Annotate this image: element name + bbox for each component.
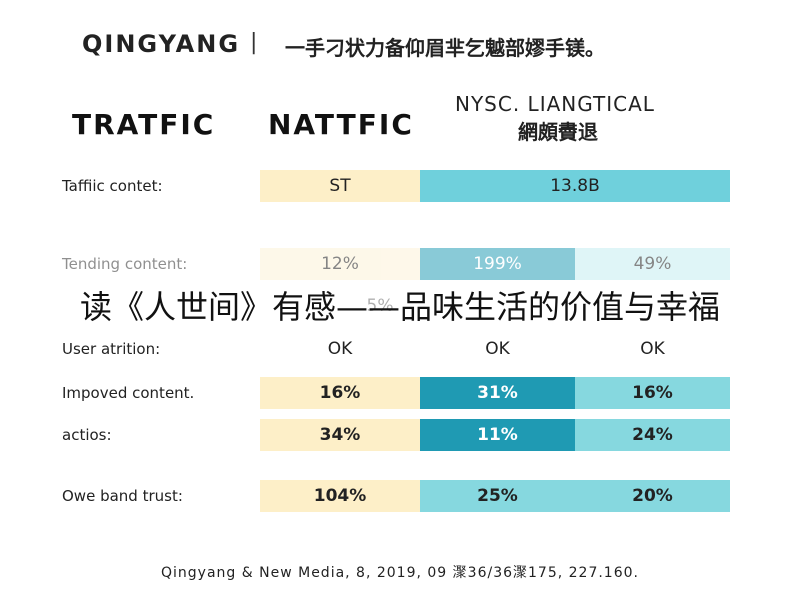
cell: ST [260,170,420,202]
column-subtitle: 網頗賮退 [518,120,598,144]
cell: 49% [575,248,730,280]
cell: 16% [260,377,420,409]
cell: 199% [420,248,575,280]
column-header: NATTFIC [268,108,414,141]
cell: 5% [366,296,394,316]
cell: 13.8B [420,170,730,202]
row-label: Tending content: [62,255,188,273]
cell: 104% [260,480,420,512]
cell: 25% [420,480,575,512]
row-label: actios: [62,426,112,444]
column-header: NYSC. LIANGTICAL [455,92,655,116]
cell: 31% [420,377,575,409]
cell: OK [640,339,665,359]
cell: 12% [260,248,420,280]
row-label: Impoved content. [62,384,195,402]
footer: Qingyang & New Media, 8, 2019, 09 㵵36/36… [161,565,639,581]
separator: | [250,30,258,55]
row-label: User atrition: [62,340,161,358]
cell: 16% [575,377,730,409]
cell: OK [485,339,510,359]
row-label: Taffiic contet: [62,177,163,195]
cell: OK [327,339,353,359]
tagline: 一手刁状力备仰眉芈乞魆部嫪手镁。 [285,36,605,60]
cell: 11% [420,419,575,451]
cell: 20% [575,480,730,512]
column-header: TRATFIC [72,108,216,141]
cell: 24% [575,419,730,451]
overlay-title: 读《人世间》有感——品味生活的价值与幸福 [0,282,800,328]
brand: QINGYANG [82,30,241,58]
cell: 34% [260,419,420,451]
row-label: Owe band trust: [62,487,183,505]
